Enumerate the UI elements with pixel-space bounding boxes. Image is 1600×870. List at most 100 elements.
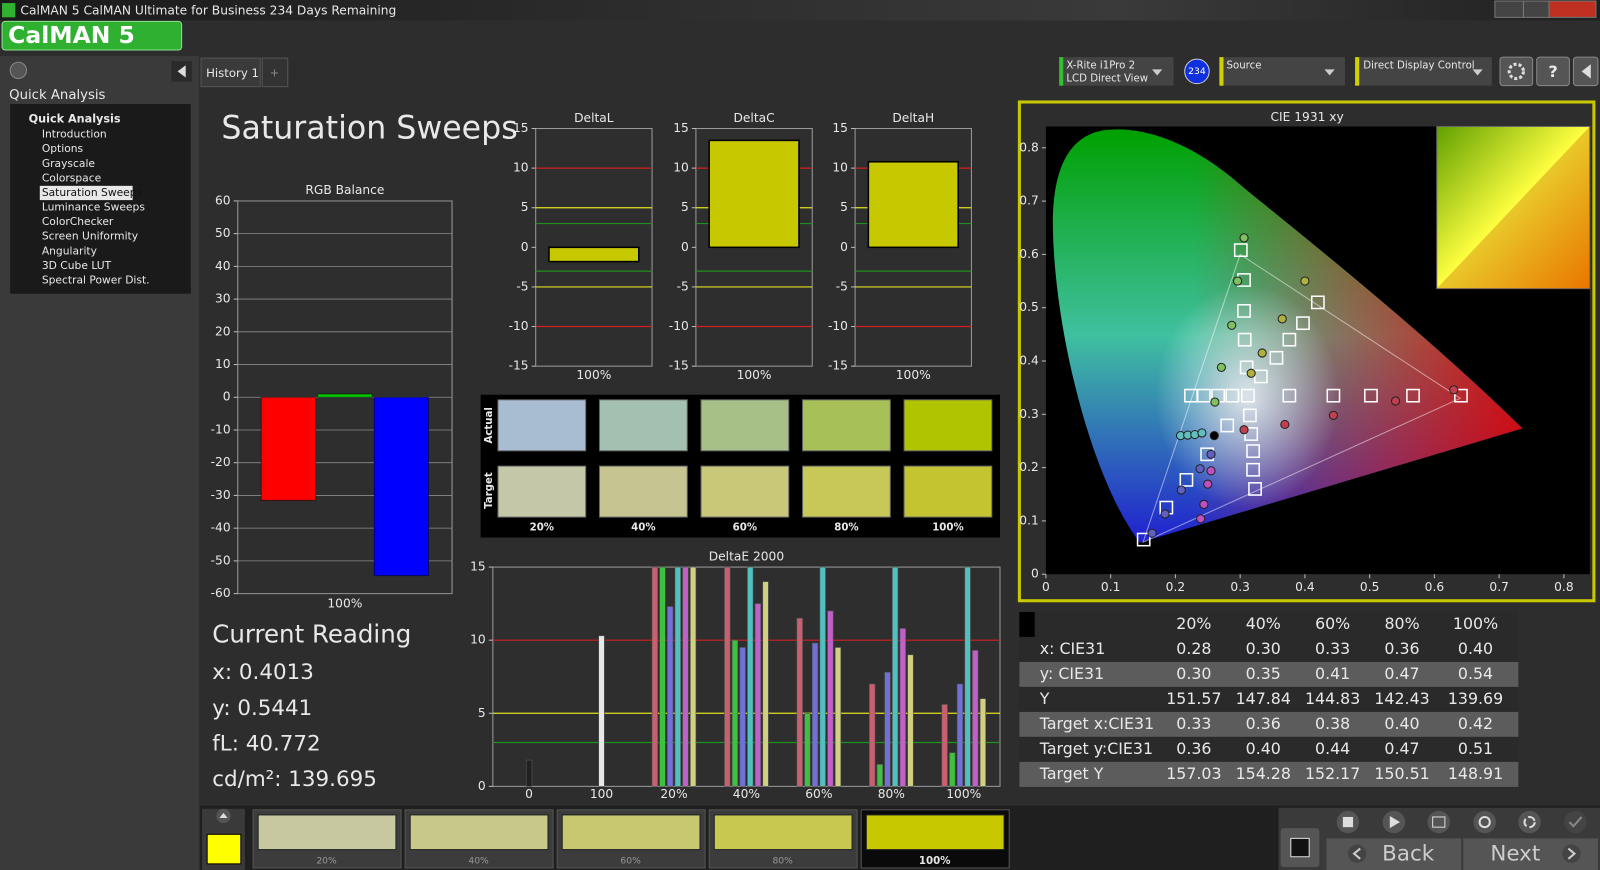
table-header-bg	[1019, 611, 1519, 637]
nav-item[interactable]: Saturation Sweeps	[42, 186, 143, 199]
settings-button[interactable]	[1499, 56, 1534, 87]
y-tick-label: 10	[832, 161, 848, 175]
y-tick-label: -5	[836, 279, 848, 293]
measured-point	[1176, 485, 1186, 495]
nav-item[interactable]: Spectral Power Dist.	[42, 273, 150, 286]
refresh-icon	[1523, 815, 1536, 829]
y-tick-label: 5	[840, 200, 848, 214]
gamut-triangle	[1142, 253, 1462, 544]
minimize-button[interactable]	[1494, 0, 1524, 18]
measured-point	[1195, 464, 1205, 474]
close-button[interactable]	[1548, 0, 1597, 18]
swatch	[903, 399, 993, 452]
table-row	[1019, 711, 1519, 737]
y-tick-label: -10	[669, 319, 689, 333]
measured-point	[1210, 397, 1220, 407]
x-tick-label: 60%	[805, 787, 832, 801]
bar	[819, 566, 826, 787]
step-button[interactable]	[1427, 810, 1450, 834]
chart-title: CIE 1931 xy	[1270, 110, 1343, 124]
y-tick-label: -15	[669, 359, 689, 373]
nav-group[interactable]: Quick Analysis	[29, 112, 121, 125]
bar	[525, 759, 533, 787]
meter-name: X-Rite i1Pro 2	[1066, 60, 1135, 71]
target-point	[1241, 388, 1255, 403]
measured-point	[1390, 396, 1401, 406]
table-cell: 157.03	[1166, 764, 1221, 783]
nav-item[interactable]: Introduction	[42, 128, 107, 141]
table-cell: 0.33	[1176, 714, 1211, 733]
table-row-label: Target y:CIE31	[1039, 739, 1153, 758]
target-point	[1237, 304, 1251, 318]
tab[interactable]	[200, 57, 261, 88]
patch-label: 100%	[919, 856, 950, 867]
bar	[317, 393, 373, 398]
target-point	[1220, 418, 1235, 433]
target-point	[1282, 332, 1297, 347]
nav-item[interactable]: ColorChecker	[42, 215, 114, 228]
table-cell: 0.54	[1458, 664, 1493, 683]
table-cell: 0.36	[1384, 639, 1419, 658]
x-tick-label: 100%	[946, 787, 981, 801]
swatch	[700, 465, 790, 518]
nav-item[interactable]: Options	[42, 142, 84, 155]
tab-label: History 1	[206, 66, 259, 80]
app-icon	[2, 3, 16, 18]
y-tick-label: -50	[211, 553, 231, 567]
target-point	[1179, 472, 1194, 487]
table-cell: 0.47	[1384, 664, 1419, 683]
bar	[260, 396, 317, 501]
measured-point	[1232, 276, 1243, 286]
logo[interactable]	[1, 20, 183, 51]
maximize-button[interactable]	[1522, 0, 1550, 18]
display-select[interactable]	[1355, 57, 1492, 86]
swatch	[802, 399, 891, 452]
x-tick-label: 0.6	[1425, 580, 1445, 594]
panel-toggle-icon	[1581, 64, 1591, 79]
patch-label: 60%	[620, 855, 641, 866]
nav-item[interactable]: Screen Uniformity	[42, 230, 139, 243]
source-select[interactable]	[1219, 57, 1345, 86]
y-tick-label: 15	[832, 121, 848, 135]
table-column-header: 60%	[1315, 614, 1350, 633]
refresh-button[interactable]	[1518, 810, 1541, 834]
check-button[interactable]	[1564, 810, 1587, 834]
x-tick-label: 0	[1042, 580, 1050, 594]
nav-item[interactable]: 3D Cube LUT	[42, 259, 112, 272]
table-cell: 139.69	[1448, 689, 1503, 708]
display-label: Direct Display Control	[1363, 60, 1474, 71]
measured-point	[1246, 368, 1256, 378]
back-chevron	[1352, 847, 1361, 860]
zoom-inset-shade	[1436, 126, 1590, 289]
new-tab[interactable]	[261, 57, 289, 88]
target-point	[1253, 369, 1268, 384]
help-button[interactable]	[1536, 56, 1570, 87]
y-tick-label: -5	[677, 279, 689, 293]
reading-value: fL: 40.772	[212, 732, 320, 757]
reading-title: Current Reading	[212, 619, 411, 648]
y-tick-label: -40	[211, 521, 231, 535]
window-title: CalMAN 5 CalMAN Ultimate for Business 23…	[20, 4, 396, 18]
bar	[762, 581, 769, 787]
source-label: Source	[1227, 60, 1262, 71]
table-cell: 0.28	[1176, 639, 1211, 658]
step-icon	[1432, 816, 1446, 828]
x-tick-label: 40%	[733, 787, 760, 801]
sidebar-pin[interactable]	[9, 61, 28, 80]
nav-item[interactable]: Colorspace	[42, 171, 102, 184]
x-tick-label: 20%	[660, 787, 687, 801]
y-tick-label: 0.4	[1019, 354, 1039, 368]
nav-item[interactable]: Angularity	[42, 244, 98, 257]
y-tick-label: 0.8	[1019, 140, 1038, 154]
loop-button[interactable]	[1473, 810, 1496, 834]
bar	[869, 683, 876, 787]
nav-item[interactable]: Luminance Sweeps	[42, 201, 145, 214]
table-cell: 0.40	[1458, 639, 1493, 658]
meter-badge[interactable]	[1184, 58, 1210, 85]
x-tick-label: 0.5	[1360, 580, 1379, 594]
bar	[548, 246, 640, 263]
y-tick-label: 60	[215, 193, 231, 207]
nav-item[interactable]: Grayscale	[42, 157, 96, 170]
target-point	[1197, 388, 1211, 403]
